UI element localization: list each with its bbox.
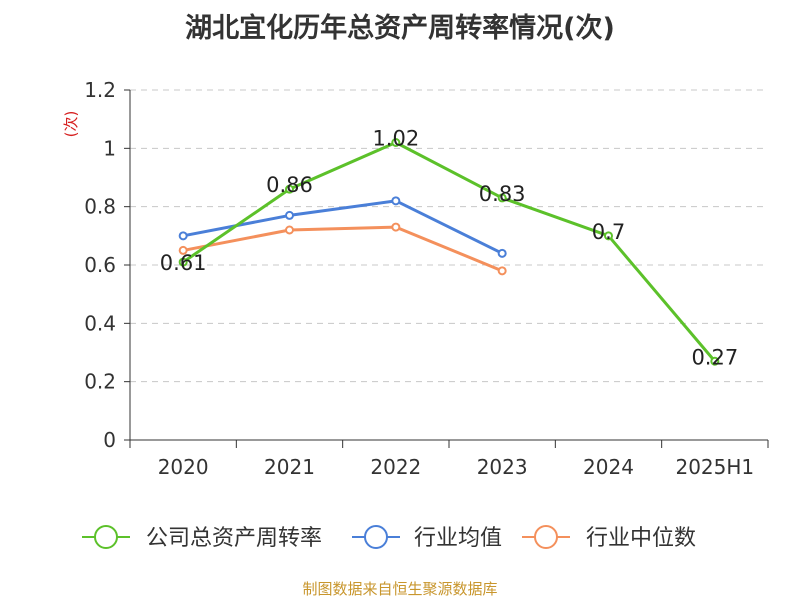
series-line [182,141,716,363]
data-point [391,222,401,232]
data-point [710,356,720,366]
legend-swatch-marker [534,525,558,549]
y-tick-label: 0.2 [84,370,116,394]
data-label: 1.02 [372,127,419,151]
x-tick-label: 2025H1 [675,455,754,479]
legend-label: 公司总资产周转率 [146,526,322,551]
y-tick-label: 0.8 [84,195,116,219]
y-tick-label: 1.2 [84,78,116,102]
legend-swatch-marker [94,525,118,549]
data-point [497,266,507,276]
y-tick-label: 0.4 [84,311,116,335]
legend-label: 行业均值 [414,526,502,551]
data-point [497,193,507,203]
y-tick-label: 0.6 [84,253,116,277]
legend-item: 行业均值 [352,525,502,551]
x-tick-label: 2023 [477,455,528,479]
axis-layer: 0 0.2 0.4 0.6 0.8 1 1.2(次) 2020 2021 2022 2023 2024… [62,78,769,479]
data-source-note: 制图数据来自恒生聚源数据库 [302,580,498,598]
data-label: 0.86 [266,173,313,197]
data-point [285,225,294,235]
series-line [182,225,503,273]
x-tick-label: 2022 [370,455,421,479]
legend-swatch-marker [364,525,388,549]
data-point [391,196,401,206]
x-tick-label: 2021 [264,455,315,479]
y-tick-label: 1 [103,136,116,160]
data-point [497,248,507,258]
data-point [178,257,188,267]
data-point [285,184,294,194]
data-point [285,210,294,220]
data-label: 0.7 [592,220,625,244]
x-tick-label: 2020 [158,455,209,479]
legend-label: 行业中位数 [586,526,696,551]
legend: 公司总资产周转率 行业均值 行业中位数 [82,525,696,551]
data-point [391,138,401,147]
y-tick-label: 0 [103,428,116,452]
series-layer [178,138,720,366]
label-layer: 0.61 0.86 1.02 0.83 0.7 0.27 [160,127,738,370]
grid-layer [130,89,768,383]
data-point [604,231,613,241]
chart-title: 湖北宜化历年总资产周转率情况(次) [185,13,615,44]
data-label: 0.83 [479,182,526,206]
data-point [178,245,188,255]
data-label: 0.61 [160,251,207,275]
y-axis-label: (次) [62,111,80,138]
data-label: 0.27 [691,345,738,369]
legend-item: 公司总资产周转率 [82,525,322,551]
x-tick-label: 2024 [583,455,634,479]
legend-item: 行业中位数 [522,525,696,551]
data-point [178,231,188,241]
